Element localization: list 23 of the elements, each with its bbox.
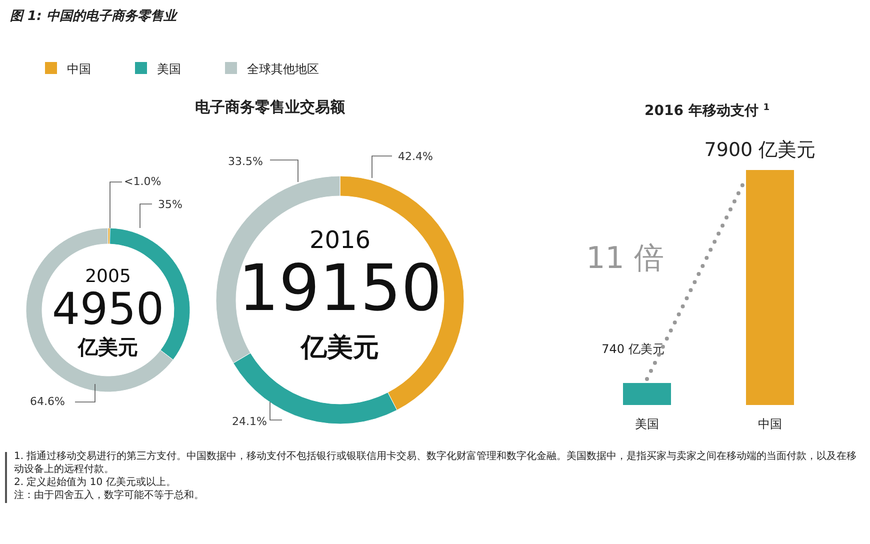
data-label: 33.5% <box>228 155 263 168</box>
legend-label: 全球其他地区 <box>247 62 319 76</box>
text: 2016 <box>309 226 371 254</box>
text: 1. 指通过移动交易进行的第三方支付。中国数据中，移动支付不包括银行或银联信用卡交易、数字化财富管理和数字化金融。美国数据中，是指买家与卖家之间在移动端的当面付款，以及在移动设备上的远程付款。 <box>14 450 858 476</box>
data-label: 35% <box>158 198 182 211</box>
annotation: 11 倍 <box>586 241 664 276</box>
text: 4950 <box>52 284 164 335</box>
data-label: 42.4% <box>398 150 433 163</box>
data-label: 24.1% <box>232 415 267 428</box>
data-label: 7900 亿美元 <box>704 139 816 161</box>
text: 19150 <box>238 252 442 326</box>
legend-label: 美国 <box>157 62 181 76</box>
text: 图 1: 中国的电子商务零售业 <box>10 8 178 24</box>
data-label: <1.0% <box>124 175 162 188</box>
text: 2. 定义起始值为 10 亿美元或以上。 <box>14 476 177 489</box>
text: 亿美元 <box>300 333 379 363</box>
data-label: 64.6% <box>30 395 65 408</box>
text: 2005 <box>85 266 131 287</box>
text: 亿美元 <box>77 335 138 359</box>
text: 注：由于四舍五入，数字可能不等于总和。 <box>14 489 205 502</box>
legend-label: 中国 <box>67 62 91 76</box>
chart-title: 2016 年移动支付 $^{1}$ <box>644 103 770 119</box>
text: 电子商务零售业交易额 <box>195 98 346 116</box>
